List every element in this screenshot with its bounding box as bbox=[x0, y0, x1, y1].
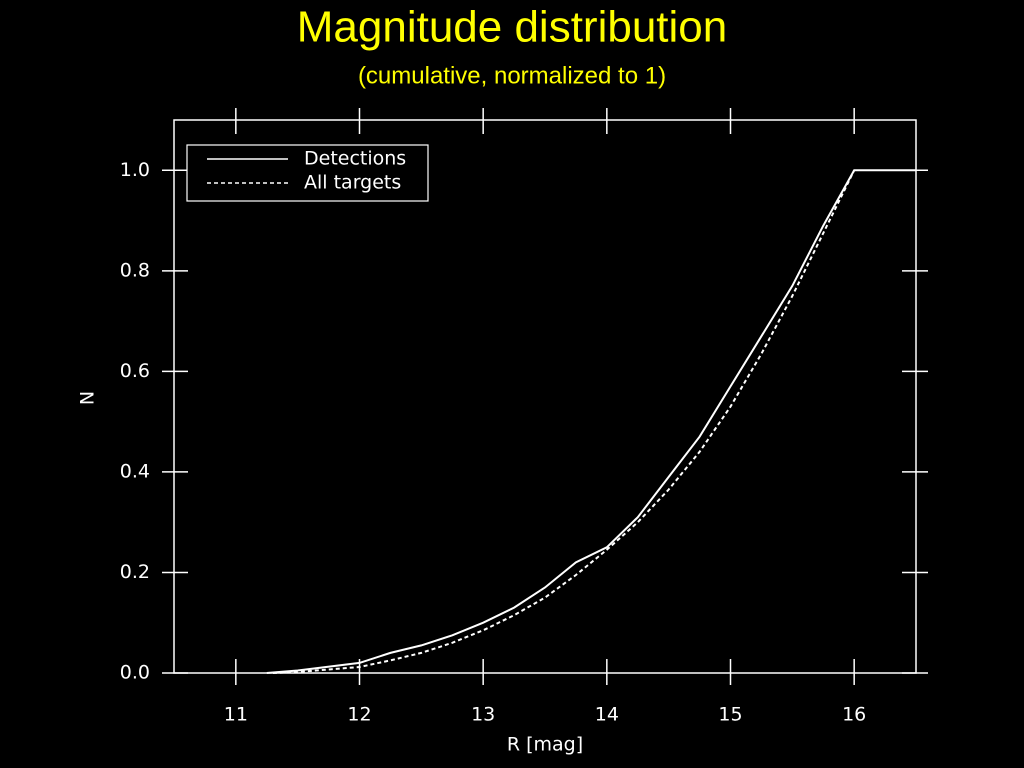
y-axis-label: N bbox=[77, 391, 99, 405]
x-tick-label: 11 bbox=[224, 704, 248, 726]
y-tick-label: 0.0 bbox=[120, 662, 150, 684]
x-tick-label: 14 bbox=[595, 704, 619, 726]
y-tick-label: 0.2 bbox=[120, 561, 150, 583]
chart-subtitle: (cumulative, normalized to 1) bbox=[358, 62, 666, 89]
x-tick-label: 15 bbox=[718, 704, 742, 726]
series-line bbox=[272, 169, 856, 674]
legend-label: All targets bbox=[304, 172, 401, 194]
chart-title: Magnitude distribution bbox=[297, 3, 727, 52]
y-tick-label: 1.0 bbox=[120, 159, 150, 181]
y-tick-label: 0.8 bbox=[120, 259, 150, 281]
x-tick-label: 12 bbox=[347, 704, 371, 726]
legend-label: Detections bbox=[304, 148, 406, 170]
y-tick-label: 0.4 bbox=[120, 460, 150, 482]
plot-frame bbox=[173, 119, 917, 674]
legend-box bbox=[186, 144, 429, 202]
x-axis-label: R [mag] bbox=[507, 734, 583, 756]
x-tick-label: 13 bbox=[471, 704, 495, 726]
series-line bbox=[266, 169, 916, 674]
y-tick-label: 0.6 bbox=[120, 360, 150, 382]
x-tick-label: 16 bbox=[842, 704, 866, 726]
